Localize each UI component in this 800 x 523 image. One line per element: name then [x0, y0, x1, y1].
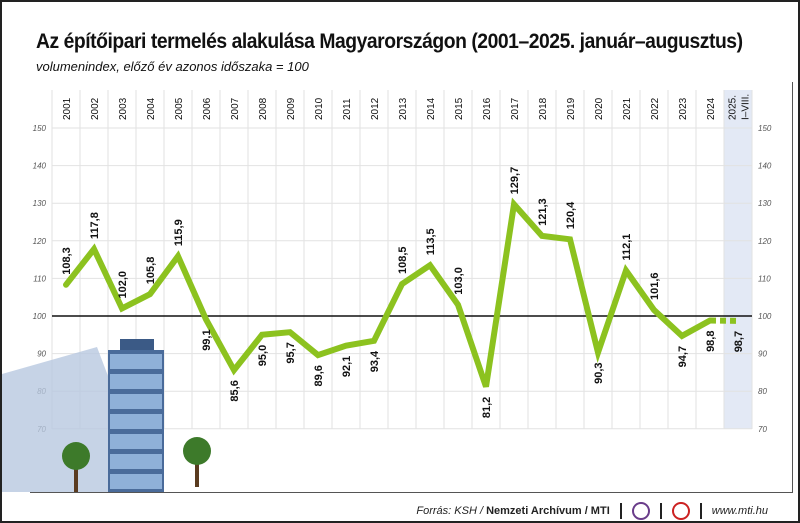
x-tick-label: 2005: [174, 97, 185, 120]
y-tick-label-right: 150: [758, 124, 772, 133]
mtva-logo-icon: [631, 502, 650, 520]
tree-trunk: [74, 462, 78, 492]
mti-logo-icon: [671, 502, 690, 520]
x-tick-label: 2013: [398, 97, 409, 120]
x-tick-label: 2019: [566, 97, 577, 120]
x-tick-label: 2010: [314, 97, 325, 120]
x-tick-label: 2024: [706, 97, 717, 120]
x-tick-label: 2017: [510, 97, 521, 120]
data-label: 81,2: [481, 397, 493, 418]
data-label: 108,5: [397, 247, 409, 275]
building-window: [110, 374, 162, 389]
data-label: 113,5: [425, 228, 437, 255]
separator: [699, 503, 702, 519]
x-tick-label: 2016: [482, 97, 493, 120]
data-label: 85,6: [229, 380, 241, 401]
data-label: 95,7: [285, 342, 297, 363]
y-tick-label-right: 110: [758, 274, 771, 283]
x-tick-label: 2020: [594, 97, 605, 120]
data-label: 129,7: [509, 167, 521, 195]
tree-icon: [62, 442, 90, 470]
website-link[interactable]: www.mti.hu: [711, 505, 768, 517]
y-tick-label-right: 90: [758, 350, 767, 359]
x-tick-label: 2004: [146, 97, 157, 120]
source-bold: Nemzeti Archívum / MTI: [486, 505, 610, 517]
building-window: [110, 354, 162, 369]
y-tick-label-left: 140: [33, 162, 47, 171]
y-tick-label-left: 130: [33, 199, 47, 208]
y-tick-label-right: 140: [758, 162, 772, 171]
data-label: 93,4: [369, 350, 381, 372]
y-tick-label-right: 80: [758, 387, 767, 396]
chart-subtitle: volumenindex, előző év azonos időszaka =…: [36, 59, 309, 74]
building-window: [110, 394, 162, 409]
x-tick-label: 2008: [258, 97, 269, 120]
y-tick-label-right: 130: [758, 199, 772, 208]
current-period-band: [724, 90, 752, 429]
x-tick-label: 2014: [426, 97, 437, 120]
data-label: 103,0: [453, 267, 465, 295]
y-tick-label-left: 150: [33, 124, 47, 133]
y-tick-label-left: 100: [33, 312, 47, 321]
data-label: 98,8: [705, 331, 717, 352]
data-label: 102,0: [117, 271, 129, 299]
data-label: 94,7: [677, 346, 689, 367]
y-tick-label-right: 70: [758, 425, 767, 434]
building-window: [110, 414, 162, 429]
y-tick-label-left: 110: [33, 274, 46, 283]
x-tick-label: 2012: [370, 97, 381, 120]
x-tick-label: 2021: [622, 97, 633, 120]
x-tick-label: 2002: [90, 97, 101, 120]
tree-trunk: [195, 457, 199, 487]
building-top: [120, 339, 154, 350]
x-tick-label: 2009: [286, 97, 297, 120]
data-label: 99,1: [201, 329, 213, 350]
y-tick-label-right: 100: [758, 312, 772, 321]
building-window: [110, 454, 162, 469]
y-tick-label-left: 90: [37, 350, 46, 359]
building-window: [110, 434, 162, 449]
x-tick-label: 2023: [678, 97, 689, 120]
x-tick-label: 2001: [62, 97, 73, 120]
x-tick-label: 2003: [118, 97, 129, 120]
chart-frame: [30, 82, 793, 493]
data-label: 112,1: [621, 234, 633, 261]
chart-title: Az építőipari termelés alakulása Magyaro…: [36, 30, 743, 53]
series-line: [63, 197, 713, 388]
data-label: 105,8: [145, 257, 157, 285]
tree-icon: [183, 437, 211, 465]
source-prefix: Forrás: KSH /: [416, 505, 487, 517]
data-label: 108,3: [61, 247, 73, 275]
data-label: 92,1: [341, 356, 353, 377]
data-label: 98,7: [733, 331, 745, 352]
x-tick-label: 2006: [202, 97, 213, 120]
source-text: Forrás: KSH / Nemzeti Archívum / MTI: [416, 505, 609, 517]
x-tick-label: I–VIII.: [741, 94, 752, 120]
data-label: 117,8: [89, 212, 101, 239]
data-label: 120,4: [565, 201, 577, 229]
separator: [659, 503, 662, 519]
data-label: 121,3: [537, 198, 549, 226]
x-tick-label: 2011: [342, 98, 353, 120]
x-tick-label: 2025.: [728, 95, 739, 120]
y-tick-label-left: 120: [33, 237, 47, 246]
data-label: 101,6: [649, 272, 661, 300]
data-label: 90,3: [593, 362, 605, 383]
x-tick-label: 2022: [650, 97, 661, 120]
footer: Forrás: KSH / Nemzeti Archívum / MTI www…: [416, 502, 768, 520]
y-tick-label-right: 120: [758, 237, 772, 246]
data-label: 95,0: [257, 345, 269, 366]
separator: [619, 503, 622, 519]
building-window: [110, 474, 162, 489]
x-tick-label: 2007: [230, 97, 241, 120]
data-label: 89,6: [313, 365, 325, 386]
data-label: 115,9: [173, 219, 185, 246]
x-tick-label: 2015: [454, 97, 465, 120]
x-tick-label: 2018: [538, 97, 549, 120]
